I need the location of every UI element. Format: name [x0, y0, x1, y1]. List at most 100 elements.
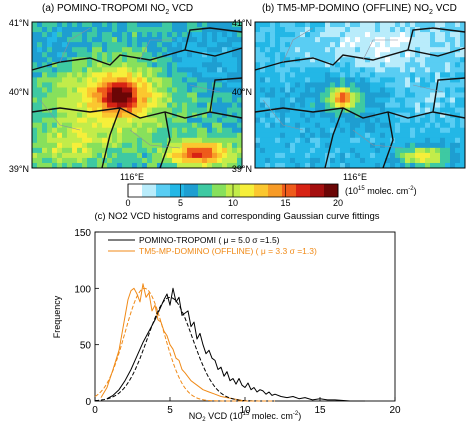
- map-cell: [305, 112, 311, 118]
- map-cell: [202, 112, 208, 118]
- map-cell: [380, 132, 386, 139]
- map-cell: [67, 87, 73, 93]
- map-cell: [335, 112, 341, 118]
- map-cell: [350, 102, 356, 108]
- map-cell: [265, 57, 271, 63]
- map-cell: [102, 77, 108, 83]
- map-cell: [212, 102, 218, 108]
- map-cell: [420, 87, 426, 93]
- map-cell: [395, 67, 401, 73]
- map-cell: [320, 157, 326, 164]
- map-cell: [360, 77, 366, 83]
- map-cell: [430, 117, 436, 124]
- colorbar-segment: [268, 184, 283, 197]
- map-cell: [375, 92, 381, 98]
- map-cell: [460, 157, 466, 164]
- map-cell: [62, 32, 68, 38]
- map-cell: [460, 32, 466, 38]
- map-cell: [37, 117, 43, 124]
- map-cell: [87, 137, 93, 144]
- map-cell: [232, 162, 238, 169]
- map-cell: [237, 22, 243, 28]
- map-cell: [62, 162, 68, 169]
- map-cell: [92, 127, 98, 134]
- map-cell: [167, 92, 173, 98]
- map-cell: [435, 97, 441, 103]
- map-cell: [237, 127, 243, 134]
- map-cell: [112, 132, 118, 139]
- map-cell: [107, 87, 113, 93]
- map-cell: [112, 72, 118, 78]
- map-cell: [425, 22, 431, 28]
- map-cell: [450, 87, 456, 93]
- map-cell: [37, 47, 43, 53]
- map-cell: [305, 132, 311, 139]
- map-cell: [260, 147, 266, 154]
- map-cell: [445, 57, 451, 63]
- map-cell: [265, 87, 271, 93]
- map-cell: [87, 107, 93, 113]
- map-cell: [142, 112, 148, 118]
- map-cell: [305, 117, 311, 124]
- map-cell: [217, 152, 223, 159]
- map-cell: [37, 142, 43, 149]
- map-cell: [182, 87, 188, 93]
- map-cell: [162, 132, 168, 139]
- map-cell: [72, 162, 78, 169]
- map-cell: [415, 77, 421, 83]
- map-cell: [57, 47, 63, 53]
- map-cell: [237, 77, 243, 83]
- map-cell: [152, 67, 158, 73]
- map-cell: [405, 52, 411, 58]
- map-cell: [415, 52, 421, 58]
- map-cell: [232, 82, 238, 88]
- map-cell: [47, 52, 53, 58]
- map-cell: [197, 52, 203, 58]
- y-tick-label: 100: [74, 284, 91, 295]
- map-cell: [425, 77, 431, 83]
- map-cell: [202, 47, 208, 53]
- map-cell: [97, 127, 103, 134]
- map-cell: [67, 157, 73, 164]
- map-cell: [435, 117, 441, 124]
- map-cell: [187, 142, 193, 149]
- map-cell: [117, 87, 123, 93]
- colorbar-segment: [170, 184, 185, 197]
- map-cell: [390, 67, 396, 73]
- map-cell: [360, 127, 366, 134]
- map-cell: [300, 47, 306, 53]
- map-cell: [320, 152, 326, 159]
- map-cell: [345, 97, 351, 103]
- map-cell: [172, 152, 178, 159]
- map-cell: [207, 42, 213, 48]
- map-cell: [460, 112, 466, 118]
- map-cell: [222, 42, 228, 48]
- map-cell: [320, 67, 326, 73]
- colorbar-segment: [212, 184, 227, 197]
- map-cell: [315, 22, 321, 28]
- map-cell: [390, 157, 396, 164]
- map-cell: [275, 152, 281, 159]
- map-cell: [370, 37, 376, 43]
- map-cell: [415, 122, 421, 129]
- map-cell: [365, 27, 371, 33]
- map-cell: [390, 112, 396, 118]
- map-a: [31, 21, 243, 169]
- map-cell: [152, 152, 158, 159]
- map-cell: [127, 42, 133, 48]
- map-cell: [172, 162, 178, 169]
- map-cell: [67, 22, 73, 28]
- map-cell: [405, 147, 411, 154]
- map-cell: [52, 112, 58, 118]
- map-cell: [285, 62, 291, 68]
- map-cell: [295, 52, 301, 58]
- map-cell: [270, 162, 276, 169]
- map-cell: [37, 57, 43, 63]
- map-cell: [400, 107, 406, 113]
- map-cell: [202, 52, 208, 58]
- map-cell: [455, 27, 461, 33]
- map-cell: [97, 152, 103, 159]
- map-cell: [47, 42, 53, 48]
- map-cell: [460, 47, 466, 53]
